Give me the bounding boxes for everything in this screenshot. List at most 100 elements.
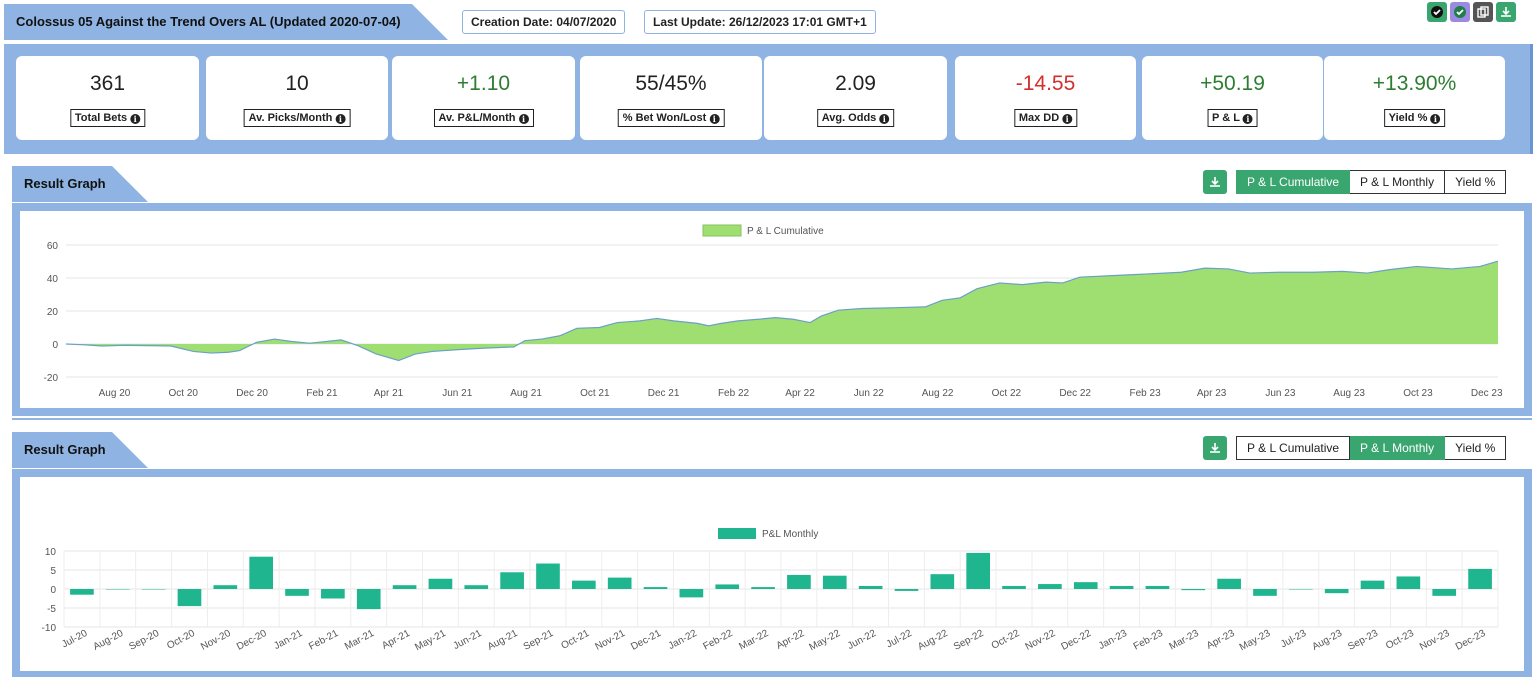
x-tick-label: Oct-20 — [165, 628, 197, 652]
monthly-bar — [428, 578, 453, 589]
legend-swatch — [702, 224, 742, 237]
y-tick-label: -5 — [47, 604, 56, 615]
x-tick-label: Aug 22 — [922, 388, 954, 399]
stat-value: 55/45% — [635, 72, 707, 95]
x-tick-label: Dec 23 — [1471, 388, 1503, 399]
stats-panel: 361 Total Bets i 10 Av. Picks/Month i +1.10 Av.… — [4, 44, 1533, 154]
monthly-bar — [321, 589, 345, 599]
monthly-bar — [1217, 578, 1241, 589]
x-tick-label: Apr 22 — [785, 388, 815, 399]
monthly-bar — [822, 575, 847, 589]
x-tick-label: Dec-23 — [1454, 628, 1488, 653]
toggle-yield[interactable]: Yield % — [1445, 170, 1507, 194]
x-tick-label: Dec 22 — [1059, 388, 1091, 399]
x-tick-label: Jun 23 — [1265, 388, 1295, 399]
stat-card: 361 Total Bets i — [16, 56, 199, 140]
x-tick-label: Oct-23 — [1384, 628, 1416, 652]
x-tick-label: Jan-23 — [1097, 628, 1130, 652]
monthly-bar — [285, 589, 309, 596]
toggle-p-l-monthly[interactable]: P & L Monthly — [1350, 170, 1446, 194]
x-tick-label: Aug 21 — [510, 388, 542, 399]
monthly-bar — [1396, 576, 1421, 589]
monthly-bar — [1109, 585, 1134, 589]
monthly-bar — [679, 589, 704, 598]
stat-label[interactable]: Av. P&L/Month i — [433, 109, 534, 127]
stat-card: 10 Av. Picks/Month i — [206, 56, 388, 140]
top-icon-bar — [1427, 2, 1516, 22]
toggle-p-l-monthly[interactable]: P & L Monthly — [1350, 436, 1446, 460]
x-tick-label: Nov-23 — [1418, 628, 1452, 653]
check-icon[interactable] — [1450, 2, 1470, 22]
chart-toggle-group: P & L Cumulative P & L Monthly Yield % — [1236, 170, 1507, 194]
result-graph-tab: Result Graph — [12, 166, 148, 202]
y-tick-label: 20 — [47, 307, 59, 318]
download-chart-button[interactable] — [1203, 436, 1227, 460]
toggle-p-l-cumulative[interactable]: P & L Cumulative — [1236, 170, 1351, 194]
info-icon[interactable]: i — [1062, 114, 1073, 124]
monthly-bar — [1253, 589, 1277, 596]
monthly-bar — [1360, 580, 1385, 589]
x-tick-label: Feb-22 — [701, 628, 735, 653]
stat-label[interactable]: % Bet Won/Lost i — [617, 109, 725, 127]
info-icon[interactable]: i — [1430, 114, 1441, 124]
download-icon[interactable] — [1496, 2, 1516, 22]
x-tick-label: Feb 22 — [718, 388, 750, 399]
monthly-bar — [787, 574, 811, 589]
info-icon[interactable]: i — [335, 114, 346, 124]
x-tick-label: Aug 20 — [99, 388, 131, 399]
stat-value: +13.90% — [1372, 72, 1457, 95]
monthly-bar — [966, 552, 991, 589]
x-tick-label: Mar-22 — [737, 628, 771, 653]
copy-icon[interactable] — [1473, 2, 1493, 22]
page-title: Colossus 05 Against the Trend Overs AL (… — [4, 4, 448, 40]
y-tick-label: 60 — [47, 241, 59, 252]
monthly-chart-panel: -10 -5 0 5 10 Jul-20 Aug-20 Sep-20 Oct-20 Nov-20 D… — [12, 469, 1532, 677]
x-tick-label: Aug-23 — [1310, 628, 1344, 653]
monthly-bar — [715, 584, 740, 589]
monthly-bar — [213, 585, 238, 589]
stat-label[interactable]: Avg. Odds i — [816, 109, 895, 127]
x-tick-label: Aug-21 — [486, 628, 520, 653]
x-tick-label: Sep-20 — [127, 628, 161, 653]
y-tick-label: -10 — [42, 623, 57, 634]
stat-label-text: Av. P&L/Month — [438, 112, 516, 124]
toggle-yield[interactable]: Yield % — [1445, 436, 1507, 460]
monthly-bar — [751, 587, 775, 589]
legend-label: P & L Cumulative — [747, 226, 824, 237]
info-icon[interactable]: i — [879, 114, 890, 124]
stat-label[interactable]: Total Bets i — [69, 109, 146, 127]
stat-label[interactable]: Yield % i — [1383, 109, 1446, 127]
monthly-bar — [643, 587, 668, 589]
stat-label[interactable]: Av. Picks/Month i — [243, 109, 351, 127]
info-icon[interactable]: i — [130, 114, 141, 124]
stat-card: -14.55 Max DD i — [955, 56, 1136, 140]
x-tick-label: Jul-22 — [885, 628, 915, 651]
stat-label-text: Max DD — [1018, 112, 1060, 124]
x-tick-label: Sep-21 — [522, 628, 556, 653]
monthly-bar — [1432, 589, 1457, 596]
monthly-bar — [930, 574, 955, 589]
check-icon[interactable] — [1427, 2, 1447, 22]
x-tick-label: Dec-22 — [1059, 628, 1093, 653]
monthly-bar — [571, 580, 596, 589]
stat-value: +1.10 — [456, 72, 511, 95]
x-tick-label: Apr-23 — [1205, 628, 1237, 652]
download-chart-button[interactable] — [1203, 170, 1227, 194]
x-tick-label: Dec-20 — [235, 628, 269, 653]
x-tick-label: Jul-20 — [60, 628, 90, 651]
x-tick-label: Oct-22 — [990, 628, 1022, 652]
x-tick-label: Jun-22 — [846, 628, 879, 652]
x-tick-label: Nov-22 — [1024, 628, 1058, 653]
info-icon[interactable]: i — [518, 114, 529, 124]
toggle-p-l-cumulative[interactable]: P & L Cumulative — [1236, 436, 1351, 460]
stat-label-text: P & L — [1212, 112, 1240, 124]
info-icon[interactable]: i — [1242, 114, 1253, 124]
chart-toggle-group: P & L Cumulative P & L Monthly Yield % — [1236, 436, 1507, 460]
monthly-bar — [249, 556, 274, 589]
creation-date-badge: Creation Date: 04/07/2020 — [462, 10, 626, 34]
monthly-bar — [894, 589, 919, 591]
stat-label[interactable]: Max DD i — [1013, 109, 1078, 127]
info-icon[interactable]: i — [709, 114, 720, 124]
